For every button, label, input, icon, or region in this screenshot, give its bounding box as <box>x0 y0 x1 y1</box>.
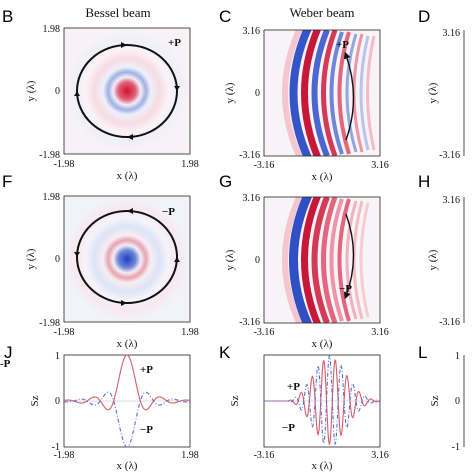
annotation-minus-p: −P <box>162 206 175 218</box>
panel-h: H 3.16 -3.16 y (λ) <box>418 172 465 328</box>
x-max: 3.16 <box>371 327 389 338</box>
panel-letter-c: C <box>219 7 231 26</box>
panel-letter-h: H <box>418 172 430 191</box>
y-axis-label: Sz <box>429 395 441 406</box>
series-label-plus: +P <box>287 381 300 393</box>
orbit-arrow-top-icon <box>127 208 133 214</box>
orbit-arrow-right-icon <box>174 257 180 262</box>
y-min: -1 <box>52 442 60 453</box>
orbit-arrow-left-icon <box>74 252 80 257</box>
y-axis-label: y (λ) <box>25 80 37 101</box>
orbit-arrow-bottom-icon <box>127 134 133 140</box>
y-min: -3.16 <box>439 150 460 161</box>
flow-arrow-up-icon <box>343 51 355 141</box>
y-min: -1 <box>452 442 460 453</box>
panel-d: D 3.16 -3.16 y (λ) <box>418 7 465 161</box>
y-min: -3.16 <box>239 150 260 161</box>
orbit-arrow-bottom-icon <box>121 300 127 306</box>
x-min: -1.98 <box>54 327 75 338</box>
series-line-plus-p <box>63 354 191 411</box>
panel-letter-l: L <box>418 343 427 362</box>
x-min: -1.98 <box>54 159 75 170</box>
panel-g: G −P 3.16 0 -3.16 y (λ) -3.16 3.16 x (λ) <box>219 172 389 350</box>
x-max: 3.16 <box>371 450 389 461</box>
x-axis-label: x (λ) <box>117 338 138 350</box>
x-min: -3.16 <box>254 450 275 461</box>
y-axis-label: Sz <box>29 395 41 406</box>
x-min: -3.16 <box>254 327 275 338</box>
x-axis-label: x (λ) <box>117 170 138 182</box>
y-mid: 0 <box>55 86 60 97</box>
panel-k: K +P −P Sz -3.16 3.16 x (λ) <box>219 343 389 472</box>
y-axis-label: y (λ) <box>427 82 439 103</box>
series-label-plus: +P <box>140 364 153 376</box>
y-mid: 0 <box>455 396 460 407</box>
series-line-minus-p <box>63 391 191 448</box>
y-axis-label: y (λ) <box>224 82 236 103</box>
y-max: 1 <box>455 351 460 362</box>
panel-letter-d: D <box>418 7 430 26</box>
bessel-field-map <box>64 196 190 322</box>
y-axis-label: y (λ) <box>25 248 37 269</box>
y-mid: 0 <box>255 255 260 266</box>
panel-l: L 1 0 -1 Sz <box>418 343 465 453</box>
y-max: 1 <box>55 351 60 362</box>
y-axis-label: Sz <box>229 395 241 406</box>
y-min: -3.16 <box>239 317 260 328</box>
series-label-minus: −P <box>282 422 295 434</box>
y-mid: 0 <box>255 88 260 99</box>
y-axis-label: y (λ) <box>224 249 236 270</box>
x-max: 1.98 <box>181 450 199 461</box>
orbit-arrow-top-icon <box>121 42 127 48</box>
series-line-minus-p <box>264 354 381 446</box>
x-min: -3.16 <box>254 160 275 171</box>
y-axis-label: y (λ) <box>427 249 439 270</box>
panel-b: B +P 1.98 0 -1.98 y (λ) -1.98 1.98 x (λ) <box>2 7 199 182</box>
chart-lines-j <box>63 354 191 448</box>
y-min: -1.98 <box>39 318 60 329</box>
chart-lines-k <box>264 354 381 446</box>
panel-f: F −P 1.98 0 -1.98 y (λ) -1.98 1.98 x (λ) <box>2 172 199 350</box>
x-axis-label: x (λ) <box>312 460 333 472</box>
x-max: 1.98 <box>181 159 199 170</box>
panel-c: C +P 3.16 0 -3.16 y (λ) -3.16 3.16 x (λ) <box>219 7 389 183</box>
col-title-weber: Weber beam <box>290 5 355 20</box>
annotation-minus-p: −P <box>339 283 352 295</box>
y-max: 1.98 <box>43 24 61 35</box>
panel-letter-f: F <box>2 172 12 191</box>
weber-field-map <box>282 197 370 323</box>
x-axis-label: x (λ) <box>312 171 333 183</box>
y-max: 3.16 <box>443 195 461 206</box>
panel-j: J +P −P 1 0 -1 Sz -1.98 1.98 x (λ) <box>4 343 199 472</box>
panel-letter-b: B <box>2 7 13 26</box>
x-min: -1.98 <box>54 450 75 461</box>
y-mid: 0 <box>55 396 60 407</box>
flow-arrow-down-icon <box>343 213 355 300</box>
y-min: -3.16 <box>439 317 460 328</box>
panel-letter-j: J <box>4 343 13 362</box>
y-max: 1.98 <box>43 192 61 203</box>
y-max: 3.16 <box>243 26 261 37</box>
y-mid: 0 <box>55 254 60 265</box>
x-max: 1.98 <box>181 327 199 338</box>
x-axis-label: x (λ) <box>312 338 333 350</box>
bessel-field-map <box>64 28 190 154</box>
x-max: 3.16 <box>371 160 389 171</box>
annotation-plus-p: +P <box>336 39 349 51</box>
orbit-arrow-left-icon <box>74 91 80 96</box>
y-max: 3.16 <box>243 193 261 204</box>
x-axis-label: x (λ) <box>117 460 138 472</box>
panel-letter-k: K <box>219 343 231 362</box>
weber-field-map <box>282 30 376 156</box>
orbit-arrow-right-icon <box>174 86 180 91</box>
col-title-bessel: Bessel beam <box>85 5 150 20</box>
panel-letter-g: G <box>219 172 232 191</box>
left-edge-label: -P <box>0 358 11 370</box>
y-min: -1.98 <box>39 150 60 161</box>
annotation-plus-p: +P <box>168 37 181 49</box>
y-max: 3.16 <box>443 28 461 39</box>
series-label-minus: −P <box>140 424 153 436</box>
